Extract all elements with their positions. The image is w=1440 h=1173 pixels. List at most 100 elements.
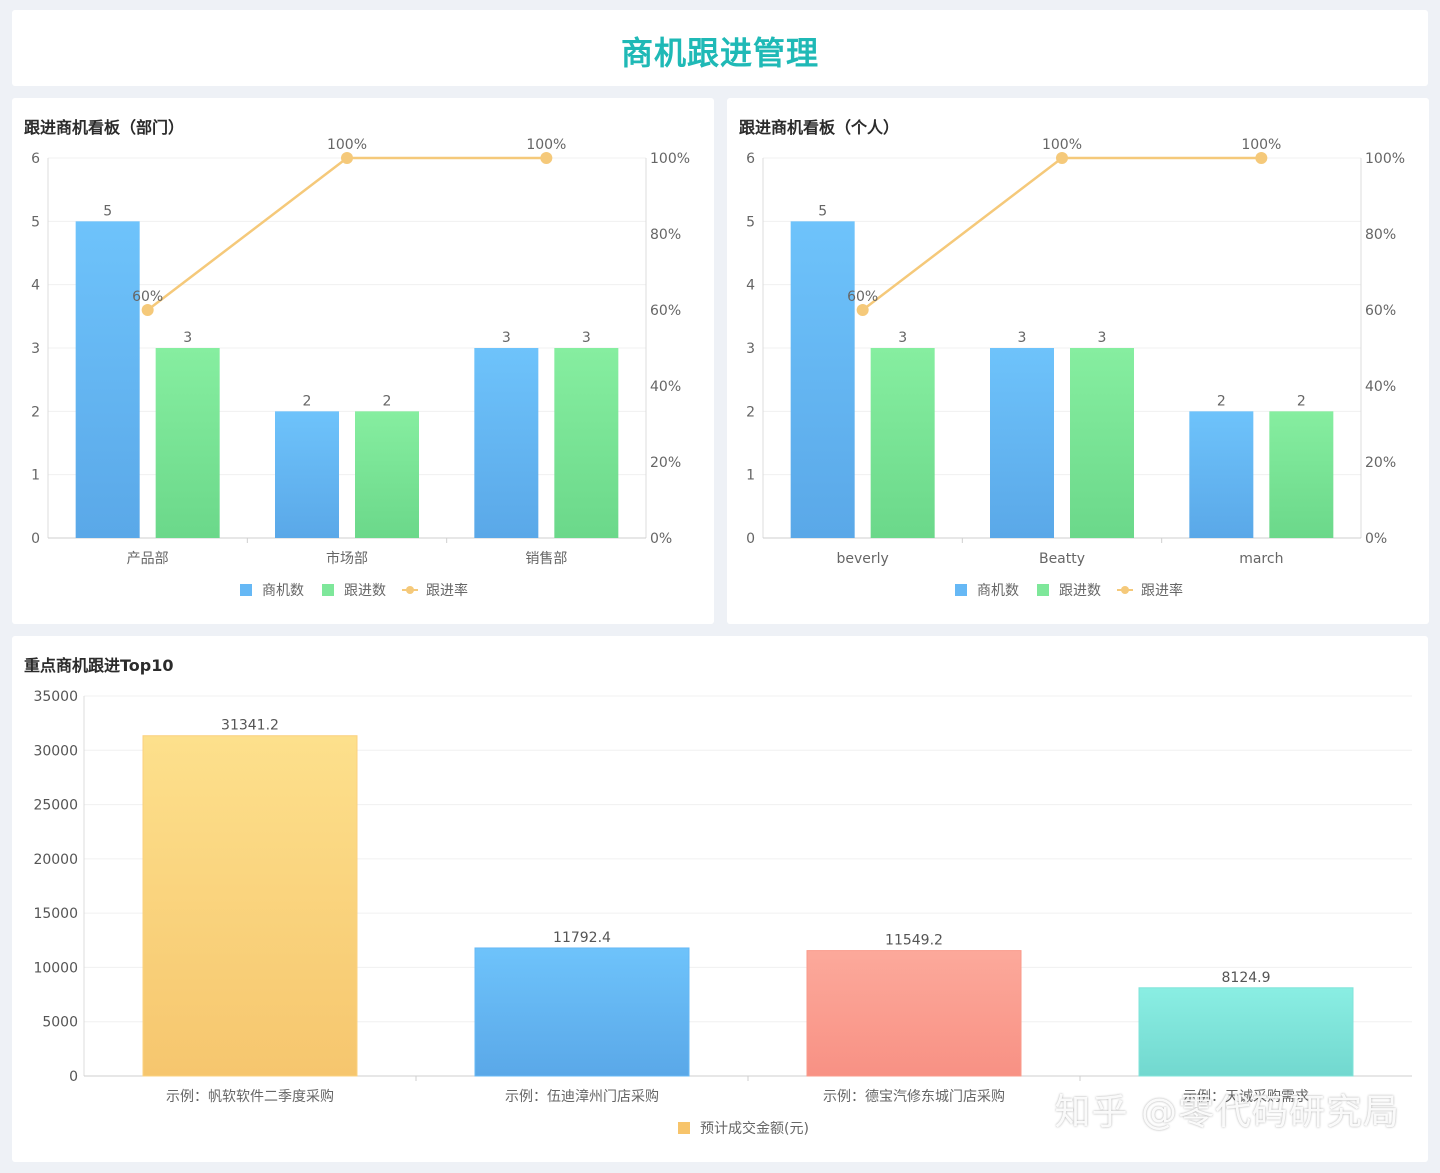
bar	[806, 950, 1022, 1077]
legend-label: 跟进数	[1059, 583, 1101, 599]
bar	[1269, 411, 1334, 538]
y2-tick-label: 40%	[650, 379, 681, 395]
bar-value-label: 5	[818, 203, 827, 219]
bar-value-label: 3	[502, 330, 511, 346]
y2-tick-label: 100%	[650, 151, 690, 167]
bar-value-label: 3	[1098, 330, 1107, 346]
y2-tick-label: 60%	[650, 303, 681, 319]
y-tick-label: 6	[746, 151, 755, 167]
legend-label: 预计成交金额(元)	[700, 1120, 809, 1137]
y-tick-label: 6	[31, 151, 40, 167]
x-tick-label: 销售部	[525, 551, 567, 567]
x-tick-label: beverly	[836, 551, 888, 567]
x-tick-label: Beatty	[1039, 551, 1085, 567]
dept-chart-card: 跟进商机看板（部门） 0 1 2 3 4 5 6 0% 20% 40% 60% 80% 100% 产品部 5…	[12, 98, 714, 624]
rate-value-label: 100%	[1042, 137, 1082, 153]
rate-point	[1056, 152, 1068, 164]
bar	[75, 221, 140, 538]
y-tick-label: 4	[31, 278, 40, 294]
bar	[790, 221, 855, 538]
rate-point	[141, 304, 154, 316]
dept-chart-title: 跟进商机看板（部门）	[24, 118, 185, 137]
bar-value-label: 3	[898, 330, 907, 346]
rate-value-label: 100%	[526, 137, 566, 153]
x-tick-label: march	[1239, 551, 1283, 567]
y-tick-label: 30000	[33, 743, 78, 759]
bar-value-label: 11792.4	[553, 930, 611, 946]
y-tick-label: 2	[31, 404, 40, 420]
bar	[474, 947, 690, 1077]
legend-label: 跟进率	[426, 582, 468, 599]
rate-value-label: 100%	[327, 137, 367, 153]
y-tick-label: 4	[746, 278, 755, 294]
x-tick-label: 市场部	[326, 550, 368, 567]
y2-tick-label: 0%	[1365, 531, 1387, 547]
bar	[355, 411, 419, 538]
top10-chart-title: 重点商机跟进Top10	[24, 656, 174, 675]
header-card: 商机跟进管理	[12, 10, 1428, 86]
person-combo-chart: 01234560%20%40%60%80%100%beverly53Beatty…	[746, 137, 1405, 599]
y-tick-label: 3	[31, 341, 40, 357]
bar-value-label: 2	[1297, 393, 1306, 409]
bar-value-label: 3	[582, 330, 591, 346]
rate-point	[540, 152, 553, 164]
bar	[1070, 348, 1134, 538]
y-tick-label: 0	[31, 531, 40, 547]
legend-marker	[678, 1122, 690, 1134]
y2-tick-label: 80%	[1365, 227, 1396, 243]
person-chart-title: 跟进商机看板（个人）	[739, 118, 900, 137]
y2-tick-label: 0%	[650, 531, 672, 547]
bar	[474, 348, 539, 538]
y-tick-label: 1	[746, 468, 755, 484]
bar-value-label: 2	[303, 393, 312, 409]
x-tick-label: 示例：伍迪漳州门店采购	[505, 1088, 659, 1105]
legend-marker	[322, 584, 334, 596]
rate-point	[341, 152, 353, 164]
bar	[275, 411, 339, 538]
y2-tick-label: 80%	[650, 227, 681, 243]
bar-value-label: 3	[183, 330, 192, 346]
bar-value-label: 31341.2	[221, 718, 279, 734]
rate-value-label: 100%	[1241, 137, 1281, 153]
y-tick-label: 5000	[42, 1015, 78, 1031]
legend-label: 商机数	[977, 583, 1019, 599]
top10-chart-card: 重点商机跟进Top10 0 5000 10000 15000 20000 25000 300…	[12, 636, 1428, 1162]
legend-marker	[406, 586, 414, 594]
x-tick-label: 示例：天诚采购需求	[1183, 1089, 1309, 1105]
y2-tick-label: 20%	[650, 455, 681, 471]
watermark: 知乎 @零代码研究局	[1054, 1092, 1400, 1133]
bar	[554, 348, 619, 538]
legend-marker	[955, 584, 967, 596]
rate-point	[1255, 152, 1268, 164]
y-tick-label: 35000	[33, 689, 78, 705]
y-tick-label: 3	[746, 341, 755, 357]
y-tick-label: 5	[31, 214, 40, 230]
x-tick-label: 示例：德宝汽修东城门店采购	[823, 1089, 1005, 1105]
bar-value-label: 11549.2	[885, 933, 943, 949]
y-tick-label: 0	[69, 1069, 78, 1085]
page-title: 商机跟进管理	[620, 34, 819, 72]
y2-tick-label: 60%	[1365, 303, 1396, 319]
rate-value-label: 60%	[132, 289, 163, 305]
y-tick-label: 0	[746, 531, 755, 547]
bar-value-label: 5	[103, 203, 112, 219]
bar-value-label: 8124.9	[1222, 970, 1271, 986]
y-tick-label: 10000	[33, 960, 78, 976]
rate-point	[856, 304, 869, 316]
y-tick-label: 1	[31, 468, 40, 484]
rate-line	[146, 156, 547, 311]
rate-value-label: 60%	[847, 289, 878, 305]
bar	[990, 348, 1054, 538]
bar-value-label: 2	[383, 393, 392, 409]
y-tick-label: 2	[746, 404, 755, 420]
x-tick-label: 产品部	[127, 551, 169, 567]
y-tick-label: 5	[746, 214, 755, 230]
legend-label: 跟进率	[1141, 582, 1183, 599]
person-chart-card: 跟进商机看板（个人） 0 1 2 3 4 5 6 0% 20% 40% 60% 80% 100% beve…	[727, 98, 1429, 624]
rate-line	[861, 156, 1262, 311]
y-tick-label: 25000	[33, 798, 78, 814]
y2-tick-label: 20%	[1365, 455, 1396, 471]
top10-bar-chart: 0 5000 10000 15000 20000 25000 30000 35000 31341…	[33, 689, 1412, 1137]
legend-marker	[1037, 584, 1049, 596]
bar	[1138, 987, 1354, 1077]
